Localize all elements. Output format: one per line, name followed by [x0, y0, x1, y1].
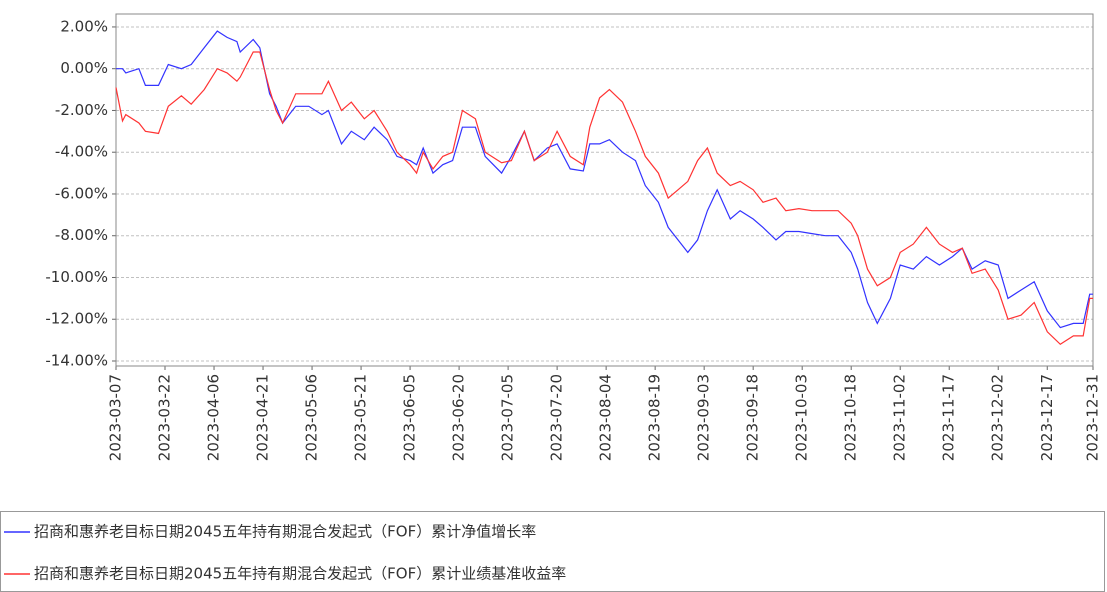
x-tick-label: 2023-12-31	[1084, 374, 1102, 461]
x-tick-label: 2023-10-03	[793, 374, 811, 461]
y-tick-label: -6.00%	[55, 184, 108, 202]
series-line	[116, 30, 1093, 329]
x-tick-label: 2023-05-21	[352, 374, 370, 461]
x-tick-label: 2023-07-05	[499, 374, 517, 461]
x-tick-label: 2023-10-18	[842, 374, 860, 461]
y-tick-label: 2.00%	[60, 17, 108, 35]
x-tick-label: 2023-08-19	[646, 374, 664, 461]
x-tick-label: 2023-07-20	[548, 374, 566, 461]
legend-label: 招商和惠养老目标日期2045五年持有期混合发起式（FOF）累计净值增长率	[34, 523, 536, 541]
x-tick-label: 2023-03-07	[107, 374, 125, 461]
y-tick-label: 0.00%	[60, 59, 108, 77]
x-tick-label: 2023-05-06	[303, 374, 321, 461]
x-tick-label: 2023-12-17	[1038, 374, 1056, 461]
x-tick-label: 2023-06-05	[401, 374, 419, 461]
x-tick-label: 2023-03-22	[156, 374, 174, 461]
x-tick-label: 2023-08-04	[597, 374, 615, 461]
y-tick-label: -8.00%	[55, 226, 108, 244]
y-tick-label: -4.00%	[55, 143, 108, 161]
x-tick-label: 2023-09-03	[695, 374, 713, 461]
x-tick-label: 2023-04-21	[254, 374, 272, 461]
x-tick-label: 2023-04-06	[205, 374, 223, 461]
legend-label: 招商和惠养老目标日期2045五年持有期混合发起式（FOF）累计业绩基准收益率	[34, 565, 566, 583]
x-tick-label: 2023-06-20	[450, 374, 468, 461]
x-tick-label: 2023-12-02	[989, 374, 1007, 461]
series-line	[115, 51, 1093, 346]
plot-frame	[115, 13, 1094, 367]
x-tick-label: 2023-11-17	[940, 374, 958, 461]
y-tick-label: -14.00%	[45, 351, 108, 369]
y-tick-label: -2.00%	[55, 101, 108, 119]
y-tick-label: -12.00%	[45, 310, 108, 328]
x-tick-label: 2023-11-02	[891, 374, 909, 461]
x-tick-label: 2023-09-18	[744, 374, 762, 461]
y-tick-label: -10.00%	[45, 268, 108, 286]
